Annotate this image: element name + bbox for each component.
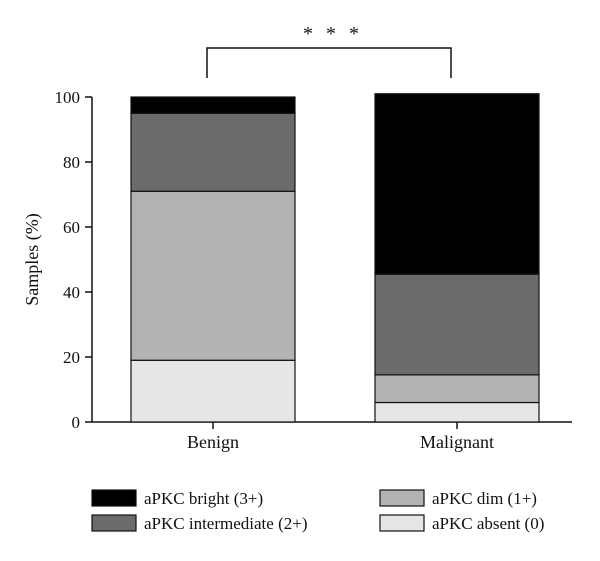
bar-segment — [130, 112, 296, 192]
bar-segment — [130, 190, 296, 361]
y-tick-label: 40 — [63, 283, 80, 302]
bars — [130, 93, 540, 423]
y-tick-label: 80 — [63, 153, 80, 172]
legend: aPKC bright (3+) aPKC dim (1+) aPKC interm… — [91, 489, 544, 533]
y-tick-label: 60 — [63, 218, 80, 237]
bar-segment — [130, 359, 296, 423]
bar-segment — [374, 401, 540, 423]
legend-label: aPKC absent (0) — [432, 514, 544, 533]
legend-label: aPKC bright (3+) — [144, 489, 263, 508]
y-tick-label: 20 — [63, 348, 80, 367]
legend-swatch — [91, 514, 137, 532]
y-axis-title: Samples (%) — [22, 213, 43, 305]
labels: 0 20 40 60 80 100 Samples (%) Benign Malignant * … — [22, 23, 494, 452]
bar-segment — [374, 374, 540, 404]
significance-bracket — [206, 47, 452, 78]
y-tick-label: 0 — [72, 413, 81, 432]
x-tick-label: Malignant — [420, 432, 494, 452]
significance-label: * * * — [303, 23, 363, 45]
legend-swatch — [91, 489, 137, 507]
x-tick-label: Benign — [187, 432, 239, 452]
y-tick-label: 100 — [55, 88, 81, 107]
legend-label: aPKC intermediate (2+) — [144, 514, 307, 533]
legend-swatch — [379, 489, 425, 507]
bar-segment — [374, 93, 540, 275]
bar-segment — [374, 273, 540, 376]
bar-segment — [130, 96, 296, 114]
legend-label: aPKC dim (1+) — [432, 489, 537, 508]
legend-swatch — [379, 514, 425, 532]
